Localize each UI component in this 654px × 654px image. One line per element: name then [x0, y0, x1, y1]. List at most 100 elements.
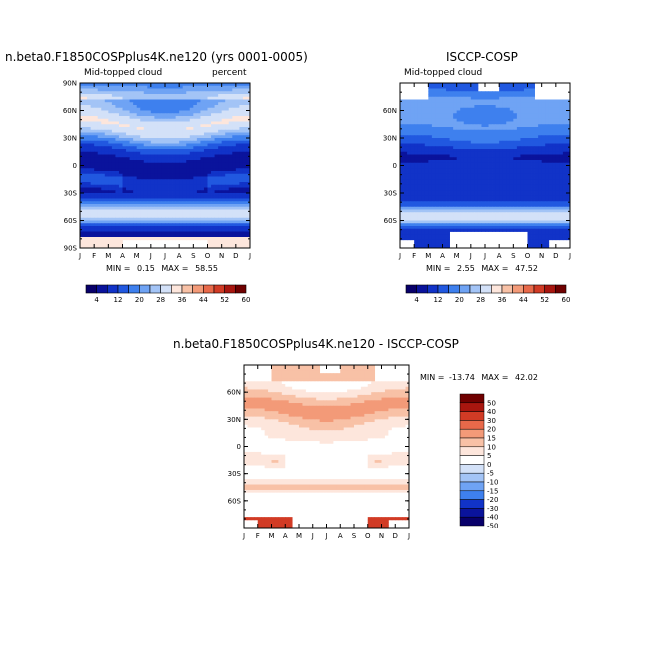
panel2-cell: [424, 184, 429, 188]
panel2-cell: [506, 204, 511, 208]
panel1-cell: [225, 135, 230, 139]
panel1-cell: [101, 96, 106, 100]
panel1-cell: [196, 105, 201, 109]
panel2-cell: [562, 138, 567, 142]
panel2-cell: [548, 138, 553, 142]
panel1-cell: [87, 168, 92, 172]
panel2-cell: [400, 107, 404, 111]
panel2-cell: [541, 110, 546, 114]
panel2-cell: [495, 149, 500, 153]
panel2-cell: [502, 173, 507, 177]
panel2-cell: [442, 96, 447, 100]
panel1-cell: [129, 228, 134, 232]
panel2-cell: [449, 88, 454, 92]
panel2-cell: [520, 129, 525, 133]
panel1-cell: [129, 226, 134, 230]
panel1-cell: [186, 228, 191, 232]
panel1-cell: [179, 179, 184, 183]
panel1-cell: [94, 102, 99, 106]
panel2-cell: [403, 204, 408, 208]
panel2-cell: [523, 118, 528, 122]
panel2-cell: [474, 198, 479, 202]
panel1-cell: [80, 83, 84, 87]
panel1-cell: [101, 157, 106, 161]
panel1-cell: [108, 242, 113, 246]
panel1-cell: [221, 209, 226, 213]
panel1-cell: [101, 127, 106, 131]
panel2-cell: [538, 113, 543, 117]
panel2-cell: [424, 121, 429, 125]
panel2-cell: [552, 195, 557, 199]
panel2-cell: [428, 121, 433, 125]
panel2-cell: [555, 143, 560, 147]
panel2-cell: [438, 118, 443, 122]
panel1-cell: [165, 140, 169, 144]
panel1-cell: [104, 88, 109, 92]
panel2-cell: [424, 102, 429, 106]
panel2-cell: [485, 193, 489, 197]
panel1-cell: [214, 165, 219, 169]
panel2-cell: [485, 116, 489, 120]
panel2-cell: [485, 138, 489, 142]
panel1-cell: [172, 96, 177, 100]
panel2-cell: [534, 149, 539, 153]
panel1-cell: [246, 121, 251, 125]
panel1-cell: [126, 231, 130, 235]
panel2-cell: [527, 201, 532, 205]
panel1-cell: [214, 168, 219, 172]
panel1-cell: [97, 138, 102, 142]
panel1-cell: [126, 171, 130, 175]
panel2-cell: [545, 138, 550, 142]
panel2-cell: [523, 99, 528, 103]
panel1-cell: [133, 206, 138, 210]
panel2-cell: [562, 184, 567, 188]
panel1-cell: [150, 99, 155, 103]
panel1-cell: [115, 179, 120, 183]
panel1-cell: [122, 121, 127, 125]
panel1-cell: [196, 107, 201, 111]
panel2-cell: [562, 121, 567, 125]
panel1-colorbar-label: 12: [114, 296, 123, 304]
panel1-cell: [157, 129, 162, 133]
panel2-cell: [470, 121, 475, 125]
panel1-cell: [118, 105, 123, 109]
panel1-cell: [83, 187, 88, 191]
panel2-cell: [488, 176, 493, 180]
panel1-cell: [154, 231, 159, 235]
panel2-cell: [485, 129, 489, 133]
panel2-cell: [431, 83, 436, 87]
panel1-cell: [101, 234, 106, 238]
panel2-cell: [552, 173, 557, 177]
panel2-cell: [513, 116, 518, 120]
panel1-cell: [175, 102, 180, 106]
panel2-cell: [470, 88, 475, 92]
panel2-cell: [509, 91, 514, 95]
panel1-cell: [218, 193, 223, 197]
panel2-cell: [446, 96, 450, 100]
panel2-cell: [403, 206, 408, 210]
panel1-cell: [189, 201, 194, 205]
panel2-cell: [555, 195, 560, 199]
panel1-cell: [211, 228, 215, 232]
panel1-cell: [136, 198, 141, 202]
panel1-cell: [218, 96, 223, 100]
panel1-cell: [126, 83, 130, 87]
panel1-cell: [147, 135, 152, 139]
panel1-cell: [179, 138, 184, 142]
panel1-cell: [175, 201, 180, 205]
panel2-cell: [467, 206, 472, 210]
panel2-cell: [562, 182, 567, 186]
panel1-cell: [225, 99, 230, 103]
panel2-cell: [424, 171, 429, 175]
panel1-cell: [189, 162, 194, 166]
panel1-cell: [189, 118, 194, 122]
panel1-cell: [126, 157, 130, 161]
panel1-cell: [118, 110, 123, 114]
panel1-cell: [189, 165, 194, 169]
panel1-cell: [80, 206, 84, 210]
panel1-cell: [140, 118, 145, 122]
panel1-cell: [182, 165, 187, 169]
panel1-cell: [97, 143, 102, 147]
panel2-cell: [474, 162, 479, 166]
